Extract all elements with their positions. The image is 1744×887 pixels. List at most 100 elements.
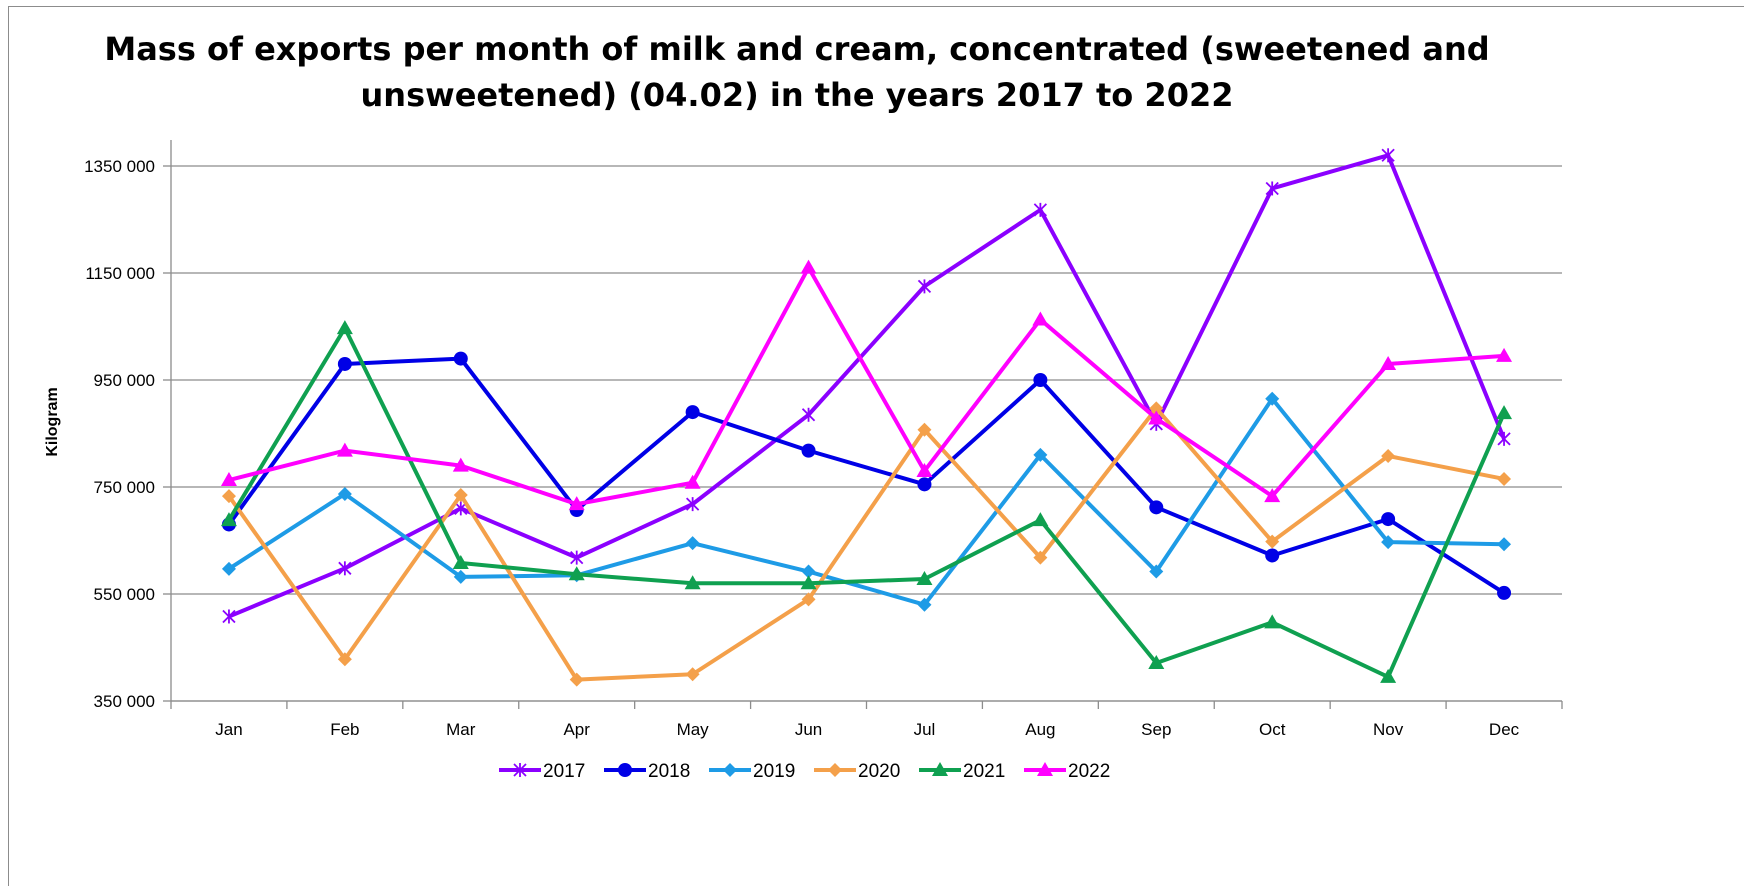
- data-point-2020: [1497, 471, 1512, 486]
- data-point-2022: [916, 462, 933, 477]
- x-tick-label: Mar: [446, 720, 476, 739]
- gridlines: [171, 165, 1562, 702]
- data-point-2018: [1497, 585, 1512, 600]
- data-point-2022: [1032, 311, 1049, 326]
- data-point-2020: [1149, 401, 1164, 416]
- data-point-2020: [453, 488, 468, 503]
- data-point-2018: [1265, 548, 1280, 563]
- data-point-2018: [1149, 500, 1164, 515]
- data-point-2017: [1497, 431, 1511, 446]
- legend-label: 2018: [648, 761, 690, 782]
- legend-label: 2022: [1068, 761, 1110, 782]
- data-point-2017: [685, 497, 700, 512]
- x-tick-label: Aug: [1025, 720, 1055, 739]
- data-point-2022: [684, 474, 701, 489]
- data-point-2021: [568, 566, 585, 581]
- data-point-2021: [916, 571, 933, 586]
- data-point-2020: [801, 592, 816, 607]
- x-tick-label: Sep: [1141, 720, 1171, 739]
- data-point-2021: [1380, 668, 1397, 683]
- line-chart: Mass of exports per month of milk and cr…: [44, 30, 1563, 782]
- series-2021: [220, 320, 1513, 683]
- legend: 2017 2018 2019 2020 2021 2022: [499, 761, 1110, 782]
- legend-label: 2020: [858, 761, 900, 782]
- legend-label: 2017: [543, 761, 585, 782]
- data-point-2021: [220, 512, 237, 527]
- data-point-2021: [336, 320, 353, 335]
- data-point-2017: [1381, 148, 1395, 163]
- data-point-2022: [1148, 410, 1165, 425]
- data-point-2022: [220, 472, 237, 487]
- data-point-2022: [800, 259, 817, 274]
- legend-item-2022: 2022: [1024, 761, 1110, 782]
- data-point-2017: [801, 407, 816, 422]
- data-point-2021: [452, 554, 469, 569]
- data-point-2018: [1033, 373, 1048, 387]
- data-point-2020: [685, 667, 700, 682]
- data-point-2022: [452, 457, 469, 472]
- series-2022: [220, 259, 1513, 511]
- legend-marker: [513, 763, 527, 777]
- data-point-2019: [337, 486, 352, 501]
- series-2019: [221, 391, 1512, 612]
- chart-title-line-2: unsweetened) (04.02) in the years 2017 t…: [361, 76, 1234, 114]
- data-point-2021: [1496, 405, 1513, 420]
- x-tick-label: May: [677, 720, 710, 739]
- x-tick-label: Jul: [914, 720, 936, 739]
- legend-marker: [1037, 762, 1053, 776]
- y-tick-label: 350 000: [94, 692, 155, 711]
- data-point-2017: [917, 279, 932, 294]
- legend-marker: [618, 763, 632, 777]
- legend-item-2019: 2019: [709, 761, 795, 782]
- data-point-2018: [685, 405, 700, 420]
- y-axis-label: Kilogram: [44, 387, 61, 456]
- x-tick-label: Oct: [1259, 720, 1286, 739]
- x-tick-label: Nov: [1373, 720, 1404, 739]
- legend-item-2017: 2017: [499, 761, 585, 782]
- x-tick-label: Jun: [795, 720, 822, 739]
- legend-item-2018: 2018: [604, 761, 690, 782]
- data-point-2018: [1381, 512, 1396, 527]
- data-point-2018: [337, 356, 352, 371]
- y-tick-label: 750 000: [94, 478, 155, 497]
- data-point-2021: [1032, 512, 1049, 527]
- y-tick-label: 1350 000: [84, 157, 155, 176]
- data-point-2021: [684, 575, 701, 590]
- legend-label: 2021: [963, 761, 1005, 782]
- series-line-2017: [228, 153, 1506, 619]
- data-point-2019: [1381, 535, 1396, 550]
- data-point-2022: [1264, 488, 1281, 503]
- data-point-2020: [1033, 550, 1048, 565]
- data-point-2021: [800, 575, 817, 590]
- data-point-2017: [1033, 202, 1048, 217]
- series-line-2022: [228, 265, 1505, 507]
- legend-marker: [723, 763, 737, 777]
- data-point-2021: [1264, 614, 1281, 629]
- data-point-2019: [1149, 564, 1164, 579]
- data-point-2019: [917, 597, 932, 612]
- chart-frame: Mass of exports per month of milk and cr…: [8, 6, 1744, 886]
- legend-marker: [932, 762, 948, 776]
- x-tick-label: Apr: [563, 720, 590, 739]
- data-point-2018: [801, 443, 816, 458]
- data-point-2022: [568, 496, 585, 511]
- y-tick-label: 1150 000: [85, 264, 155, 283]
- series-lines: [220, 148, 1513, 687]
- legend-item-2021: 2021: [919, 761, 1005, 782]
- data-point-2019: [1497, 537, 1512, 552]
- data-point-2019: [453, 569, 468, 584]
- y-tick-label: 550 000: [94, 585, 155, 604]
- data-point-2017: [338, 561, 352, 576]
- x-tick-label: Jan: [215, 720, 242, 739]
- chart-title-line-1: Mass of exports per month of milk and cr…: [104, 30, 1489, 68]
- x-tick-label: Dec: [1489, 720, 1520, 739]
- legend-item-2020: 2020: [814, 761, 900, 782]
- data-point-2020: [1265, 534, 1280, 549]
- series-2017: [222, 148, 1511, 624]
- data-point-2022: [1380, 355, 1397, 370]
- data-point-2018: [453, 351, 468, 366]
- data-point-2021: [1148, 655, 1165, 670]
- series-line-2018: [227, 356, 1506, 595]
- data-point-2017: [1265, 181, 1279, 196]
- data-point-2019: [1033, 447, 1048, 462]
